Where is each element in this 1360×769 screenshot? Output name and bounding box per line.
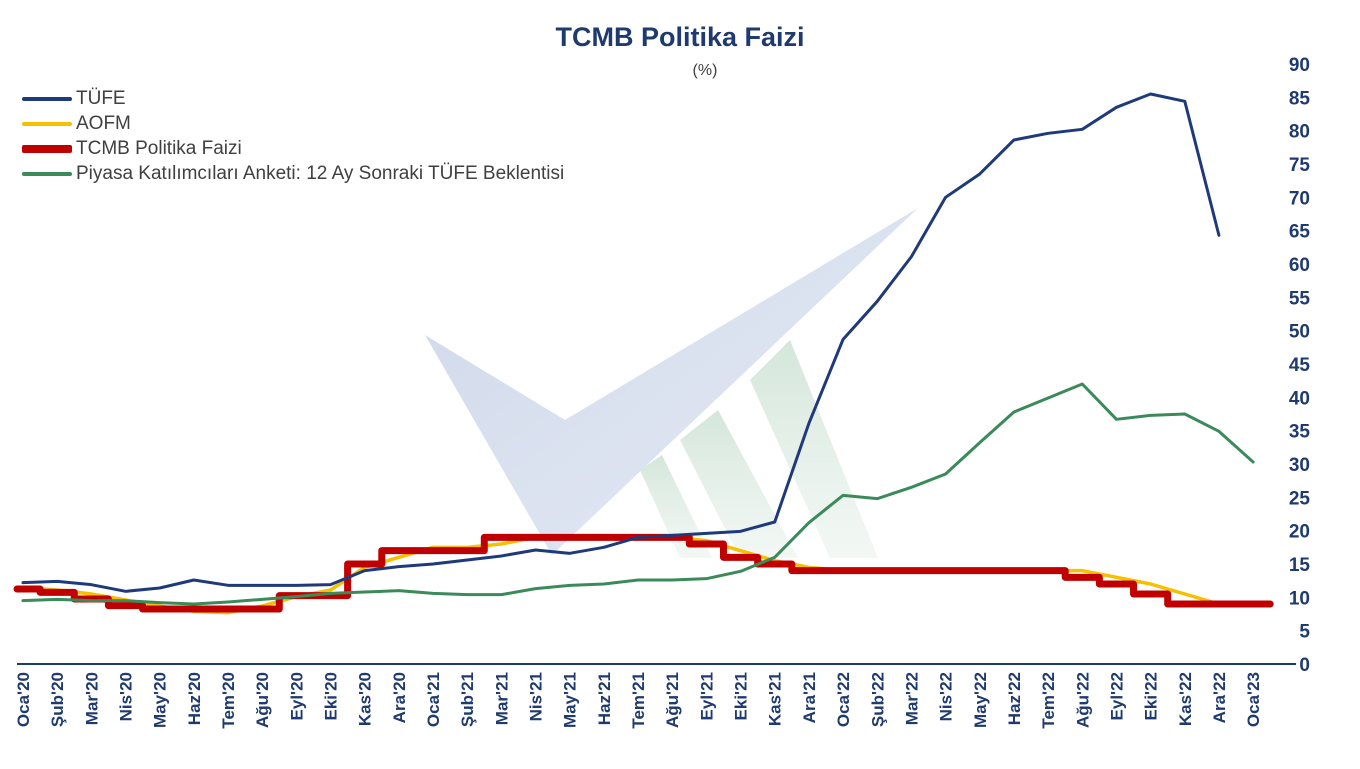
x-tick-label: May'20	[151, 672, 170, 728]
series-line-tcmb-politika-faizi	[13, 533, 1274, 613]
y-tick-label: 30	[1289, 455, 1310, 476]
legend: TÜFE AOFM TCMB Politika Faizi Piyasa Katılı…	[22, 86, 564, 186]
y-tick-label: 10	[1289, 588, 1310, 609]
legend-item-tcmb-politika-faizi: TCMB Politika Faizi	[22, 136, 564, 161]
y-tick-label: 85	[1289, 88, 1311, 109]
y-tick-label: 80	[1289, 122, 1310, 143]
x-tick-label: Kas'20	[356, 672, 375, 726]
x-tick-label: Haz'22	[1005, 672, 1024, 725]
watermark-stripe	[640, 455, 712, 558]
watermark-check	[425, 208, 918, 555]
x-tick-label: Mar'21	[492, 672, 511, 725]
x-tick-label: Kas'21	[766, 672, 785, 726]
x-axis: Oca'20 Şub'20 Mar'20 Nis'20 May'20 Haz'20 Tem'…	[14, 663, 1296, 729]
y-tick-label: 75	[1289, 155, 1311, 176]
legend-label: TÜFE	[76, 87, 126, 109]
x-tick-label: Eki'22	[1142, 672, 1161, 720]
y-tick-label: 55	[1289, 288, 1311, 309]
x-tick-label: Mar'22	[902, 672, 921, 725]
x-tick-label: Eyl'22	[1107, 672, 1126, 720]
y-tick-label: 60	[1289, 255, 1310, 276]
x-tick-label: Haz'21	[595, 672, 614, 725]
y-tick-label: 40	[1289, 388, 1310, 409]
x-tick-label: Tem'20	[219, 672, 238, 729]
x-tick-label: Oca'23	[1244, 672, 1263, 727]
y-tick-label: 0	[1299, 655, 1310, 676]
y-tick-label: 20	[1289, 522, 1310, 543]
x-tick-label: May'21	[561, 672, 580, 728]
legend-label: TCMB Politika Faizi	[76, 137, 242, 159]
y-tick-label: 90	[1289, 55, 1310, 76]
x-tick-label: Tem'22	[1039, 672, 1058, 729]
x-tick-label: Mar'20	[82, 672, 101, 725]
y-tick-label: 15	[1289, 555, 1311, 576]
x-tick-label: Ara'20	[390, 672, 409, 723]
legend-swatch	[22, 144, 72, 153]
x-tick-label: Şub'21	[458, 672, 477, 727]
x-tick-label: Kas'22	[1176, 672, 1195, 726]
x-tick-label: Ağu'21	[663, 672, 682, 728]
x-tick-label: Nis'22	[937, 672, 956, 721]
y-tick-label: 5	[1299, 622, 1310, 643]
x-tick-label: Oca'22	[834, 672, 853, 727]
y-axis: 0 5 10 15 20 25 30 35 40 45 50 55 60 65 70 75 80 85 90	[1289, 55, 1311, 676]
x-tick-label: Tem'21	[629, 672, 648, 729]
x-tick-label: Ara'21	[800, 672, 819, 723]
y-tick-label: 70	[1289, 188, 1310, 209]
x-tick-label: Şub'22	[868, 672, 887, 727]
y-tick-label: 45	[1289, 355, 1311, 376]
x-tick-label: Nis'20	[117, 672, 136, 721]
chart-subtitle: (%)	[692, 62, 718, 79]
x-tick-label: Şub'20	[48, 672, 67, 727]
legend-label: AOFM	[76, 112, 131, 134]
checkmark-logo-watermark	[425, 208, 918, 558]
watermark-stripe	[750, 340, 878, 558]
legend-swatch	[22, 96, 72, 101]
x-tick-label: Eyl'21	[697, 672, 716, 720]
x-tick-label: May'22	[971, 672, 990, 728]
x-tick-label: Ağu'22	[1073, 672, 1092, 728]
x-tick-label: Ara'22	[1210, 672, 1229, 723]
series-line-piyasa-katilimcilari-anketi-12-ay-sonraki-tufe-beklentisi	[21, 382, 1255, 606]
x-tick-label: Oca'21	[424, 672, 443, 727]
legend-swatch	[22, 121, 72, 126]
legend-swatch	[22, 171, 72, 176]
x-tick-label: Eki'20	[322, 672, 341, 720]
x-tick-label: Haz'20	[185, 672, 204, 725]
y-tick-label: 50	[1289, 322, 1310, 343]
series-line-tufe	[21, 92, 1221, 593]
legend-item-aofm: AOFM	[22, 111, 564, 136]
watermark-stripe	[680, 410, 798, 558]
legend-item-piyasa-katilimcilari-anketi-12-ay-sonraki-tufe-beklentisi: Piyasa Katılımcıları Anketi: 12 Ay Sonra…	[22, 161, 564, 186]
chart-title: TCMB Politika Faizi	[555, 22, 805, 52]
x-tick-label: Eki'21	[732, 672, 751, 720]
legend-label: Piyasa Katılımcıları Anketi: 12 Ay Sonra…	[76, 162, 565, 184]
legend-item-tufe: TÜFE	[22, 86, 564, 111]
plot-area	[13, 92, 1274, 615]
y-tick-label: 35	[1289, 422, 1311, 443]
y-tick-label: 25	[1289, 488, 1311, 509]
x-tick-label: Ağu'20	[253, 672, 272, 728]
x-tick-label: Oca'20	[14, 672, 33, 727]
y-tick-label: 65	[1289, 222, 1311, 243]
x-tick-label: Nis'21	[527, 672, 546, 721]
x-tick-label: Eyl'20	[287, 672, 306, 720]
